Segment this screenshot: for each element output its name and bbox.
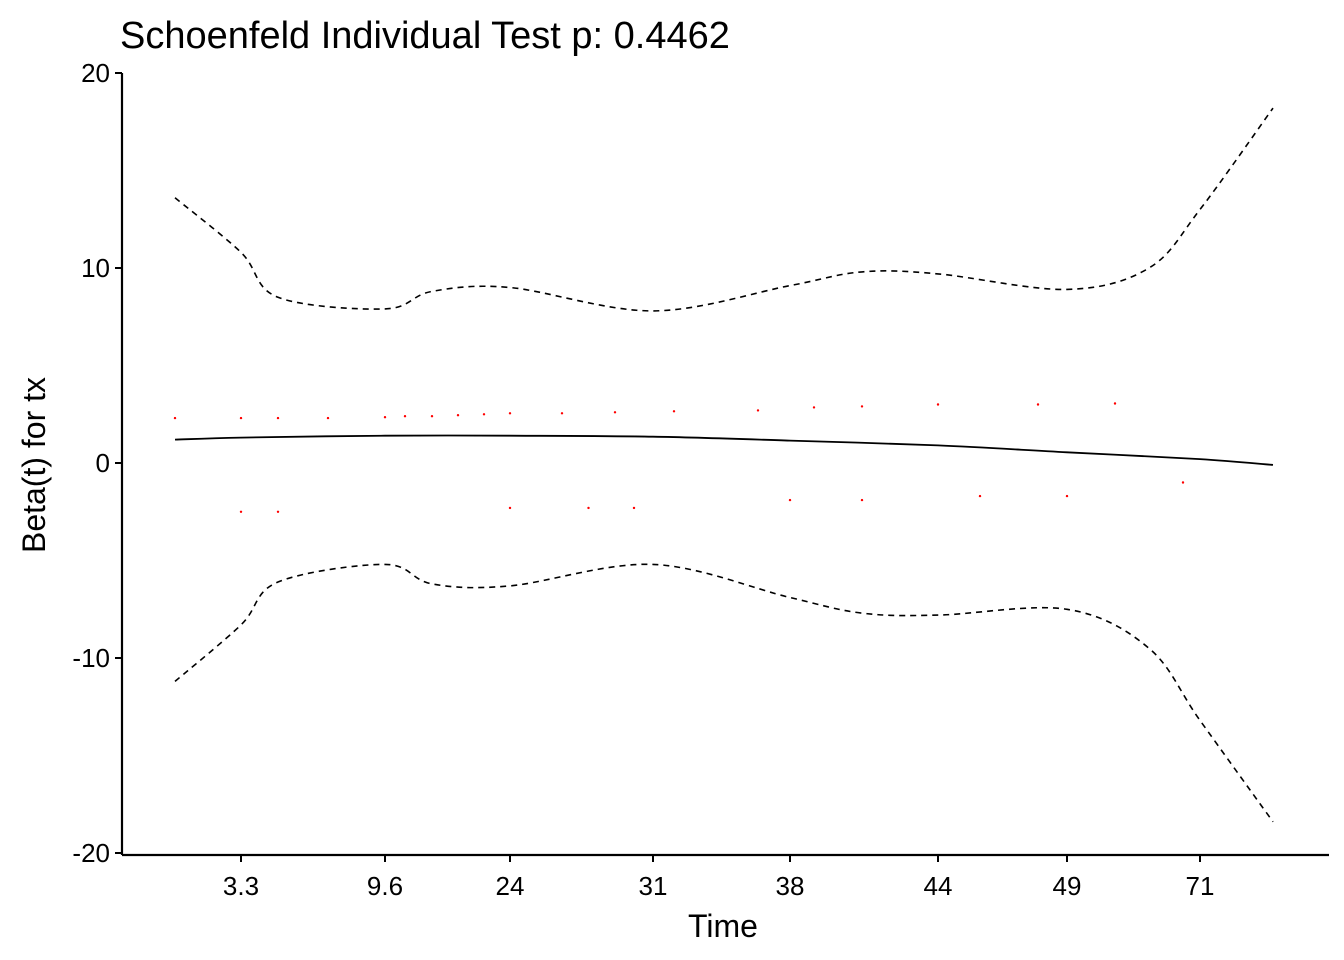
residual-point — [430, 415, 434, 418]
x-tick-label: 9.6 — [367, 871, 403, 901]
residual-point — [239, 510, 243, 513]
axes — [120, 73, 1329, 857]
residual-point — [508, 506, 512, 510]
plot-lines — [174, 107, 1274, 823]
residual-point — [756, 409, 760, 412]
residual-point — [276, 416, 280, 420]
beta-estimate-line — [174, 434, 1274, 466]
residual-point — [1113, 402, 1117, 405]
residual-point — [383, 416, 387, 419]
x-tick-label: 3.3 — [223, 871, 259, 901]
x-tick-label: 49 — [1053, 871, 1082, 901]
residual-point — [173, 416, 177, 420]
y-tick-label: 20 — [81, 58, 110, 88]
y-ticks: -20 -10 0 10 20 — [72, 58, 122, 868]
residual-point — [613, 411, 617, 414]
residual-point — [860, 405, 864, 408]
x-axis-title: Time — [688, 908, 758, 944]
x-tick-label: 44 — [924, 871, 953, 901]
residual-point — [788, 498, 792, 502]
x-tick-label: 71 — [1186, 871, 1215, 901]
residual-point — [456, 414, 460, 417]
residual-point — [560, 412, 564, 415]
residual-point — [672, 410, 676, 413]
residual-point — [812, 406, 816, 409]
x-ticks: 3.3 9.6 24 31 38 44 49 71 — [223, 855, 1215, 901]
residual-point — [860, 498, 864, 502]
residual-point — [1181, 481, 1185, 484]
x-tick-label: 31 — [639, 871, 668, 901]
residual-point — [326, 416, 330, 420]
residual-point — [1036, 403, 1040, 406]
residual-point — [1065, 494, 1069, 498]
upper-confidence-band-line — [174, 107, 1274, 312]
x-tick-label: 24 — [496, 871, 525, 901]
residual-point — [239, 416, 243, 420]
y-axis-title: Beta(t) for tx — [16, 377, 52, 553]
y-tick-label: -20 — [72, 838, 110, 868]
y-tick-label: 0 — [96, 448, 110, 478]
chart-title: Schoenfeld Individual Test p: 0.4462 — [120, 15, 730, 57]
residual-point — [276, 510, 280, 513]
residual-point — [508, 412, 512, 415]
y-tick-label: -10 — [72, 643, 110, 673]
residual-point — [403, 415, 407, 418]
residual-points — [173, 402, 1185, 513]
residual-point — [482, 413, 486, 416]
x-tick-label: 38 — [776, 871, 805, 901]
residual-point — [632, 506, 636, 510]
y-tick-label: 10 — [81, 253, 110, 283]
lower-confidence-band-line — [174, 563, 1274, 823]
residual-point — [936, 403, 940, 406]
residual-point — [587, 506, 590, 510]
residual-point — [978, 494, 982, 498]
